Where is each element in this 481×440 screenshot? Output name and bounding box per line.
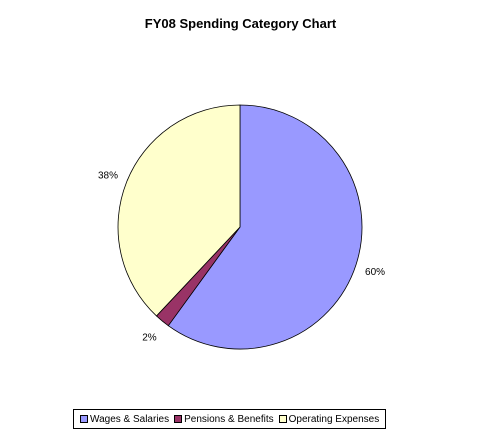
legend-swatch-operating-expenses	[278, 415, 287, 423]
pie-slice-wages-salaries	[167, 104, 363, 350]
legend-swatch-wages-salaries	[80, 415, 88, 423]
pie-slice-operating-expenses	[117, 104, 241, 317]
legend-label-operating-expenses: Operating Expenses	[288, 413, 380, 425]
legend-item-pensions-benefits: Pensions & Benefits	[174, 414, 274, 425]
legend-swatch-pensions-benefits	[174, 415, 183, 423]
legend-item-wages-salaries: Wages & Salaries	[80, 414, 169, 425]
data-label-wages-salaries: 60%	[365, 267, 385, 278]
legend-label-pensions-benefits: Pensions & Benefits	[184, 413, 274, 425]
legend: Wages & Salaries Pensions & Benefits Ope…	[73, 409, 387, 429]
data-label-operating-expenses: 38%	[98, 171, 118, 182]
legend-label-wages-salaries: Wages & Salaries	[90, 413, 170, 425]
data-label-pensions-benefits: 2%	[142, 332, 157, 343]
legend-item-operating-expenses: Operating Expenses	[278, 413, 380, 425]
pie-data-labels: 60% 2% 38%	[98, 171, 385, 344]
chart-title: FY08 Spending Category Chart	[144, 16, 337, 31]
pie-slices	[117, 104, 363, 350]
